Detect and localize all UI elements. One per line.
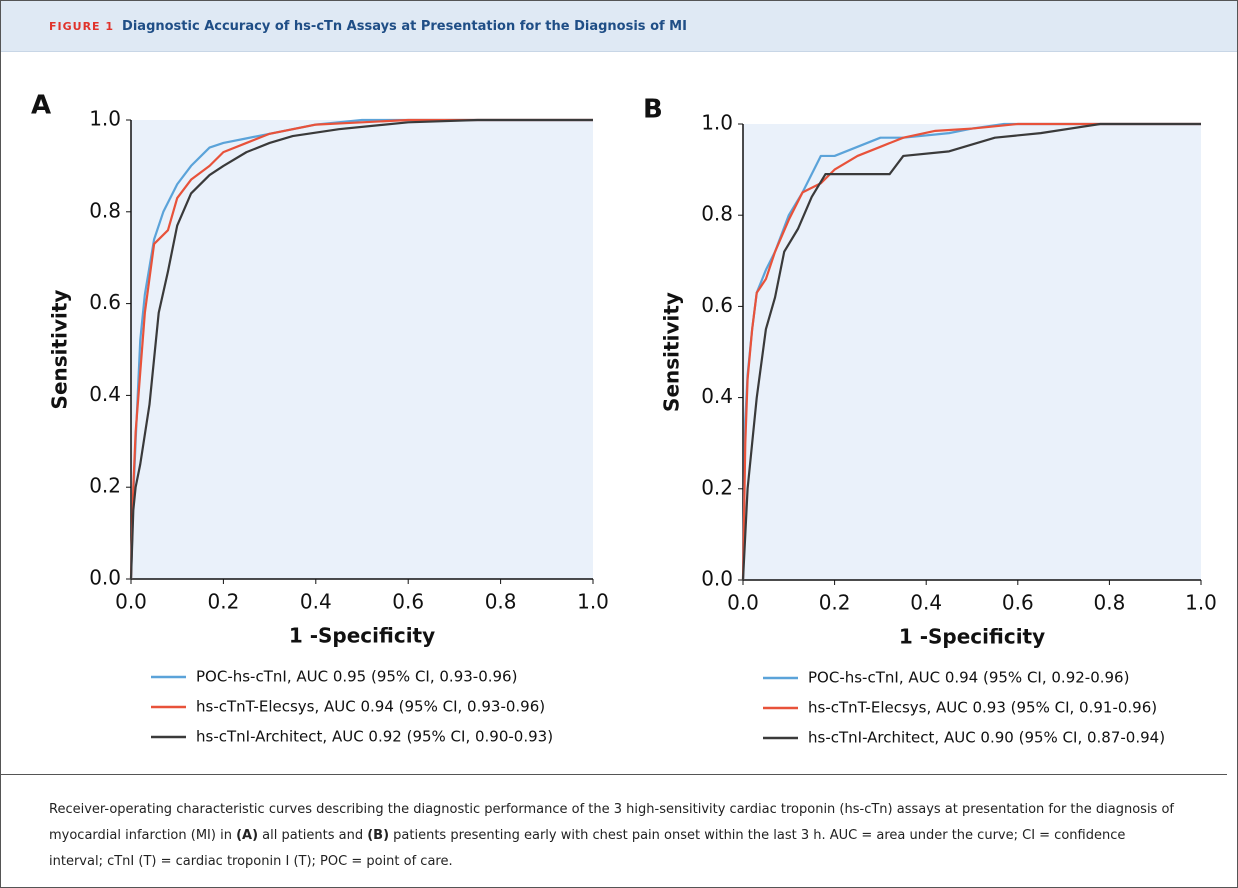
caption-text: patients presenting early with chest pai…	[49, 828, 1126, 869]
charts: A 0.0 0.2 0.4 0.6 0.8 1.0 0.0 0.2 0.4 0.6 0.8 1.0 1 -…	[31, 91, 1217, 747]
caption-text: Receiver-operating characteristic curves…	[49, 802, 1174, 843]
x-tick-label: 0.4	[300, 590, 332, 614]
x-tick-label: 1.0	[1185, 591, 1217, 615]
legend-label: POC-hs-cTnI, AUC 0.95 (95% CI, 0.93-0.96…	[196, 668, 517, 686]
plot-area	[131, 120, 593, 579]
caption: Receiver-operating characteristic curves…	[1, 774, 1227, 875]
roc-curve	[129, 118, 593, 580]
y-tick-label: 0.6	[89, 290, 121, 314]
y-tick-label: 1.0	[701, 111, 733, 135]
panel-label: B	[643, 95, 663, 125]
legend-label: POC-hs-cTnI, AUC 0.94 (95% CI, 0.92-0.96…	[808, 669, 1129, 687]
x-tick-label: 1.0	[577, 590, 609, 614]
y-tick-label: 0.6	[701, 293, 733, 317]
x-tick-label: 0.8	[1093, 591, 1125, 615]
x-tick-label: 0.2	[819, 591, 851, 615]
figure-title: Diagnostic Accuracy of hs-cTn Assays at …	[122, 18, 687, 34]
y-axis-label: Sensitivity	[48, 290, 72, 410]
y-tick-label: 1.0	[89, 107, 121, 131]
figure-label: FIGURE 1	[49, 19, 115, 33]
x-axis-label: 1 -Specificity	[289, 624, 435, 648]
y-tick-label: 0.4	[701, 384, 733, 408]
y-tick-label: 0.8	[89, 198, 121, 222]
x-tick-label: 0.4	[910, 591, 942, 615]
x-tick-label: 0.8	[485, 590, 517, 614]
y-tick-label: 0.2	[701, 475, 733, 499]
plot-area	[743, 124, 1201, 580]
y-tick-label: 0.2	[89, 474, 121, 498]
panel-label: A	[31, 91, 51, 121]
legend-label: hs-cTnT-Elecsys, AUC 0.94 (95% CI, 0.93-…	[196, 698, 545, 716]
y-tick-label: 0.8	[701, 202, 733, 226]
x-tick-label: 0.0	[727, 591, 759, 615]
y-tick-label: 0.4	[89, 382, 121, 406]
y-tick-label: 0.0	[89, 566, 121, 590]
x-tick-label: 0.2	[207, 590, 239, 614]
caption-text: (A)	[236, 828, 259, 843]
legend-label: hs-cTnI-Architect, AUC 0.92 (95% CI, 0.9…	[196, 728, 553, 746]
roc-curve	[129, 118, 593, 580]
figure-header: FIGURE 1 Diagnostic Accuracy of hs-cTn A…	[1, 1, 1237, 52]
x-tick-label: 0.6	[1002, 591, 1034, 615]
roc-curve	[129, 118, 593, 580]
y-tick-label: 0.0	[701, 567, 733, 591]
legend-label: hs-cTnI-Architect, AUC 0.90 (95% CI, 0.8…	[808, 729, 1165, 747]
legend-label: hs-cTnT-Elecsys, AUC 0.93 (95% CI, 0.91-…	[808, 699, 1157, 717]
caption-text: (B)	[367, 828, 390, 843]
roc-curve	[741, 122, 1201, 581]
caption-text: all patients and	[258, 828, 368, 843]
x-axis-label: 1 -Specificity	[899, 625, 1045, 649]
x-tick-label: 0.0	[115, 590, 147, 614]
x-tick-label: 0.6	[392, 590, 424, 614]
y-axis-label: Sensitivity	[660, 292, 684, 412]
